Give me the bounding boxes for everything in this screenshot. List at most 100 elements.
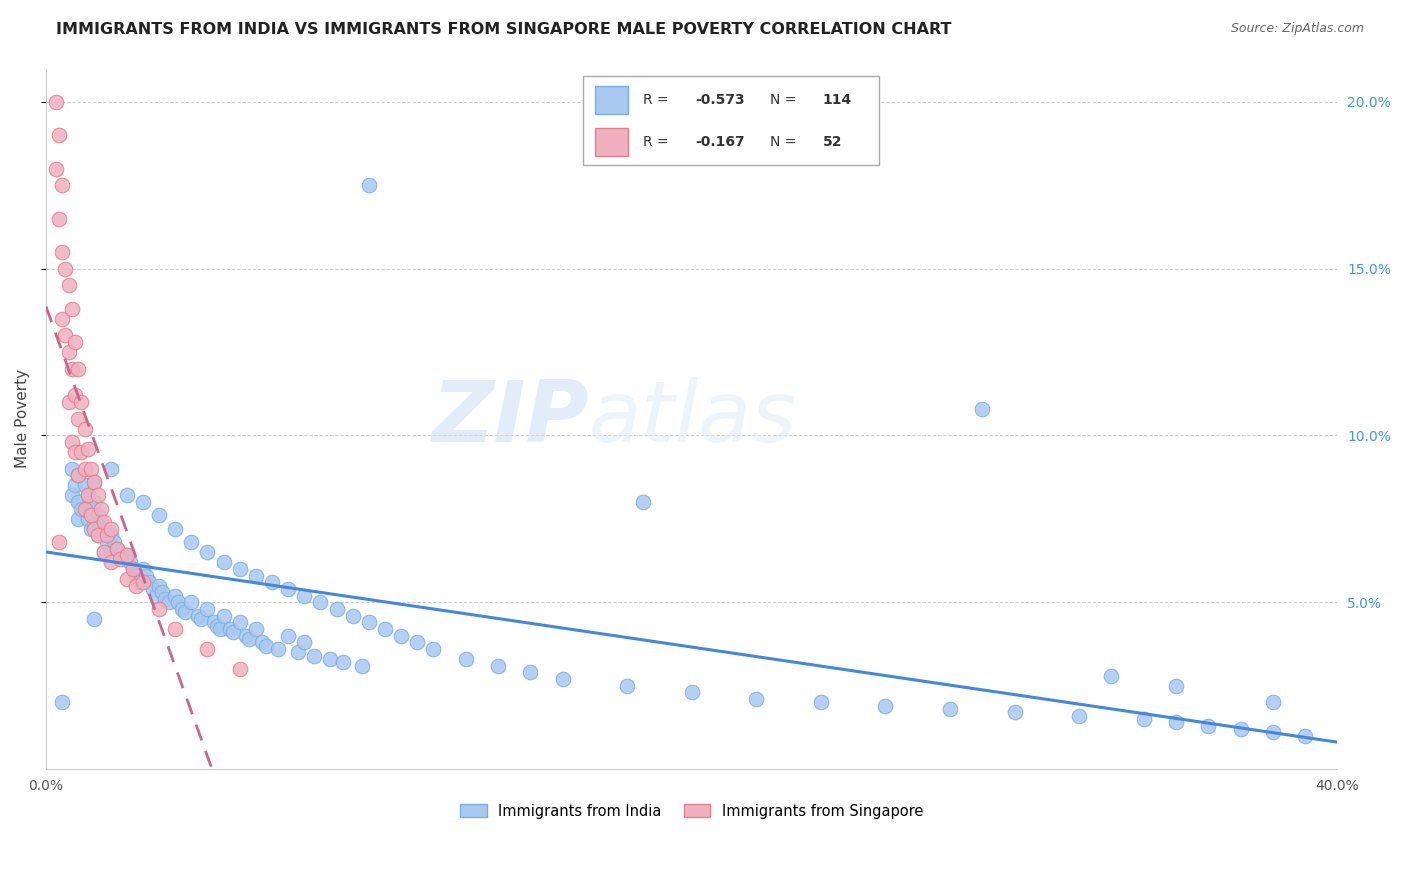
Point: [48, 211, 70, 226]
Point: [86, 528, 108, 542]
Point: [228, 662, 250, 676]
Text: IMMIGRANTS FROM INDIA VS IMMIGRANTS FROM SINGAPORE MALE POVERTY CORRELATION CHAR: IMMIGRANTS FROM INDIA VS IMMIGRANTS FROM…: [56, 22, 952, 37]
Point: [93, 522, 115, 536]
Point: [252, 635, 274, 649]
Point: [67, 512, 90, 526]
Point: [125, 578, 148, 592]
Point: [228, 615, 250, 630]
Point: [86, 508, 108, 523]
Point: [70, 445, 93, 459]
Text: atlas: atlas: [588, 377, 796, 460]
Point: [135, 568, 157, 582]
Point: [80, 499, 103, 513]
Point: [180, 535, 202, 549]
Point: [80, 462, 103, 476]
Point: [58, 278, 80, 293]
Point: [60, 361, 83, 376]
Text: N =: N =: [769, 135, 796, 149]
Point: [67, 361, 90, 376]
Point: [60, 301, 83, 316]
Point: [90, 501, 112, 516]
Point: [170, 602, 193, 616]
Point: [406, 635, 429, 649]
Point: [122, 562, 145, 576]
Point: [93, 545, 115, 559]
Point: [73, 501, 96, 516]
Point: [972, 401, 994, 416]
Point: [810, 695, 832, 709]
Point: [83, 475, 105, 489]
Point: [228, 562, 250, 576]
Point: [86, 488, 108, 502]
Point: [73, 478, 96, 492]
Point: [96, 535, 118, 549]
Point: [209, 622, 232, 636]
Point: [374, 622, 396, 636]
Text: -0.573: -0.573: [696, 93, 745, 107]
Point: [60, 462, 83, 476]
Point: [67, 468, 90, 483]
Point: [342, 608, 364, 623]
Point: [63, 388, 86, 402]
Point: [67, 411, 90, 425]
Point: [90, 515, 112, 529]
Point: [115, 572, 138, 586]
Point: [63, 334, 86, 349]
Point: [118, 555, 141, 569]
Point: [67, 495, 90, 509]
Point: [150, 585, 173, 599]
Point: [73, 422, 96, 436]
Point: [165, 522, 187, 536]
Point: [110, 549, 132, 563]
Point: [73, 462, 96, 476]
FancyBboxPatch shape: [583, 76, 879, 165]
Point: [148, 578, 170, 592]
Point: [155, 591, 177, 606]
Point: [260, 575, 283, 590]
Point: [148, 602, 170, 616]
Point: [352, 658, 374, 673]
Point: [277, 628, 299, 642]
Y-axis label: Male Poverty: Male Poverty: [15, 369, 30, 468]
Point: [48, 128, 70, 143]
Point: [51, 311, 73, 326]
Point: [1164, 679, 1187, 693]
Point: [277, 582, 299, 596]
Point: [616, 679, 638, 693]
Point: [180, 595, 202, 609]
Point: [267, 641, 290, 656]
Point: [157, 595, 180, 609]
Point: [51, 244, 73, 259]
Point: [60, 435, 83, 450]
Point: [422, 641, 444, 656]
Text: Source: ZipAtlas.com: Source: ZipAtlas.com: [1230, 22, 1364, 36]
Point: [86, 528, 108, 542]
Point: [1261, 725, 1284, 739]
Point: [48, 535, 70, 549]
Point: [1197, 718, 1219, 732]
Point: [681, 685, 703, 699]
Point: [245, 568, 267, 582]
Point: [132, 495, 155, 509]
Point: [122, 562, 145, 576]
Point: [132, 575, 155, 590]
Point: [254, 639, 277, 653]
Point: [389, 628, 412, 642]
Point: [67, 468, 90, 483]
Point: [319, 652, 342, 666]
Point: [309, 595, 332, 609]
Point: [96, 528, 118, 542]
Point: [141, 582, 163, 596]
Point: [875, 698, 897, 713]
Point: [58, 395, 80, 409]
Point: [165, 589, 187, 603]
Point: [125, 568, 148, 582]
Point: [551, 672, 574, 686]
Point: [165, 622, 187, 636]
Point: [238, 632, 260, 646]
Point: [77, 488, 100, 502]
Point: [58, 345, 80, 359]
Point: [105, 541, 128, 556]
Point: [633, 495, 655, 509]
Point: [115, 488, 138, 502]
